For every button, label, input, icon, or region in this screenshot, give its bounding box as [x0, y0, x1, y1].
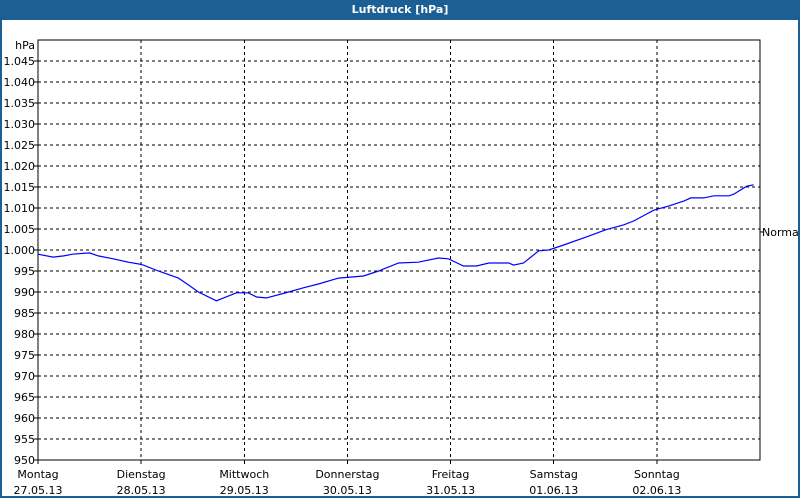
plot-frame	[37, 39, 761, 461]
x-tick-date: 30.05.13	[323, 484, 372, 497]
x-tick-date: 31.05.13	[426, 484, 475, 497]
y-tick-label: 990	[14, 286, 35, 299]
y-tick-label: 1.005	[4, 223, 36, 236]
x-tick-date: 29.05.13	[220, 484, 269, 497]
x-tick-date: 01.06.13	[529, 484, 578, 497]
chart-title: Luftdruck [hPa]	[0, 0, 800, 20]
x-tick-day: Mittwoch	[219, 468, 269, 481]
y-tick-label: 1.030	[4, 118, 36, 131]
x-tick-date: 28.05.13	[117, 484, 166, 497]
reference-label: Normal	[762, 226, 798, 239]
x-tick-date: 27.05.13	[14, 484, 63, 497]
y-tick-label: 1.010	[4, 202, 36, 215]
x-tick-day: Donnerstag	[315, 468, 379, 481]
y-tick-label: 1.045	[4, 55, 36, 68]
x-tick-day: Sonntag	[634, 468, 680, 481]
y-tick-label: 995	[14, 265, 35, 278]
x-tick-day: Samstag	[530, 468, 578, 481]
y-tick-label: 960	[14, 412, 35, 425]
y-tick-label: 1.040	[4, 76, 36, 89]
y-tick-label: 980	[14, 328, 35, 341]
x-tick-day: Freitag	[432, 468, 470, 481]
y-axis-label: hPa	[15, 39, 35, 52]
y-tick-label: 1.015	[4, 181, 36, 194]
x-tick-date: 02.06.13	[632, 484, 681, 497]
y-tick-label: 955	[14, 433, 35, 446]
y-tick-label: 1.025	[4, 139, 36, 152]
y-tick-label: 950	[14, 454, 35, 467]
y-tick-label: 1.035	[4, 97, 36, 110]
y-tick-label: 1.020	[4, 160, 36, 173]
y-tick-label: 970	[14, 370, 35, 383]
pressure-line	[37, 184, 754, 302]
y-tick-label: 965	[14, 391, 35, 404]
y-tick-label: 985	[14, 307, 35, 320]
y-tick-label: 975	[14, 349, 35, 362]
x-tick-day: Montag	[17, 468, 58, 481]
y-tick-label: 1.000	[4, 244, 36, 257]
x-tick-day: Dienstag	[117, 468, 166, 481]
